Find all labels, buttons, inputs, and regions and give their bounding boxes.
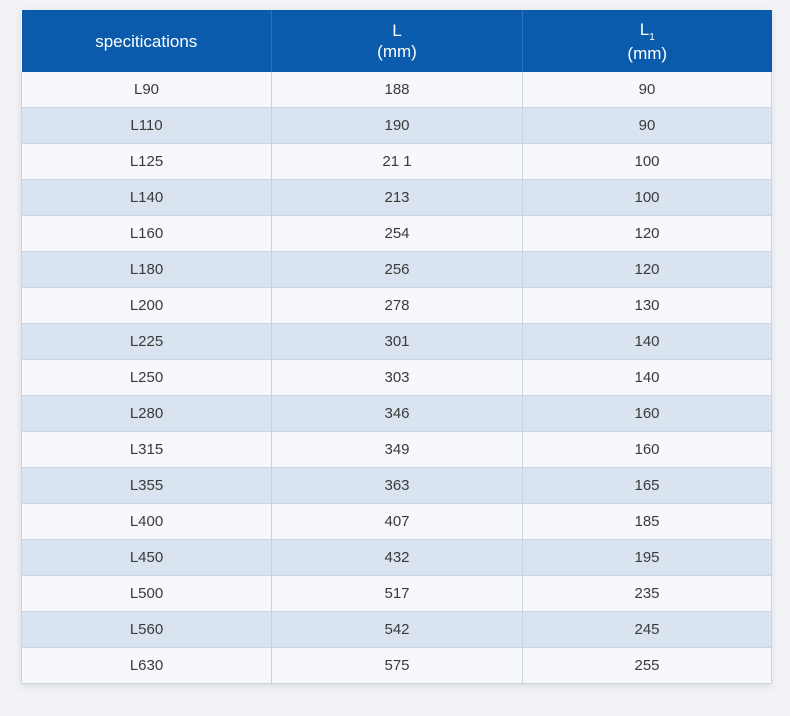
cell-l: 346 xyxy=(271,395,523,432)
cell-l: 213 xyxy=(271,179,523,216)
table-row: L355 363 165 xyxy=(21,467,772,504)
table-row: L140 213 100 xyxy=(21,179,772,216)
cell-l: 190 xyxy=(271,107,523,144)
cell-l: 432 xyxy=(271,539,523,576)
cell-l1: 100 xyxy=(522,143,772,180)
cell-l: 21 1 xyxy=(271,143,523,180)
cell-specification: L250 xyxy=(21,359,272,396)
table-row: L110 190 90 xyxy=(21,107,772,144)
table-row: L315 349 160 xyxy=(21,431,772,468)
cell-specification: L280 xyxy=(21,395,272,432)
cell-l: 303 xyxy=(271,359,523,396)
cell-l1: 120 xyxy=(522,251,772,288)
header-l1-unit: (mm) xyxy=(627,43,668,63)
cell-specification: L560 xyxy=(21,611,272,648)
spec-table-container: specitications L (mm) L1 (mm) L90 188 90 L1… xyxy=(21,10,772,684)
table-row: L160 254 120 xyxy=(21,215,772,252)
table-row: L90 188 90 xyxy=(21,72,772,108)
table-row: L400 407 185 xyxy=(21,503,772,540)
cell-l1: 140 xyxy=(522,323,772,360)
cell-l1: 160 xyxy=(522,395,772,432)
cell-specification: L200 xyxy=(21,287,272,324)
header-l-label: L xyxy=(392,21,402,40)
table-body: L90 188 90 L110 190 90 L125 21 1 100 L140 213 100 L1… xyxy=(21,72,772,684)
cell-specification: L125 xyxy=(21,143,272,180)
header-specifications: specitications xyxy=(21,10,272,72)
header-l1-letter: L xyxy=(639,19,650,39)
table-row: L125 21 1 100 xyxy=(21,143,772,180)
cell-l: 575 xyxy=(271,647,523,684)
cell-l: 407 xyxy=(271,503,523,540)
cell-specification: L180 xyxy=(21,251,272,288)
table-row: L630 575 255 xyxy=(21,647,772,684)
cell-l: 278 xyxy=(271,287,523,324)
spec-table: specitications L (mm) L1 (mm) L90 188 90 L1… xyxy=(21,10,772,684)
cell-l1: 140 xyxy=(522,359,772,396)
cell-specification: L315 xyxy=(21,431,272,468)
table-row: L560 542 245 xyxy=(21,611,772,648)
header-l1: L1 (mm) xyxy=(522,10,772,72)
cell-l1: 100 xyxy=(522,179,772,216)
header-row: specitications L (mm) L1 (mm) xyxy=(21,10,772,72)
cell-l: 301 xyxy=(271,323,523,360)
cell-specification: L450 xyxy=(21,539,272,576)
cell-specification: L225 xyxy=(21,323,272,360)
table-header: specitications L (mm) L1 (mm) xyxy=(21,10,772,72)
header-l: L (mm) xyxy=(271,10,523,72)
cell-specification: L630 xyxy=(21,647,272,684)
cell-l: 256 xyxy=(271,251,523,288)
table-row: L225 301 140 xyxy=(21,323,772,360)
cell-l: 363 xyxy=(271,467,523,504)
cell-specification: L160 xyxy=(21,215,272,252)
cell-l1: 130 xyxy=(522,287,772,324)
header-l-unit: (mm) xyxy=(377,42,417,61)
table-row: L450 432 195 xyxy=(21,539,772,576)
cell-l: 349 xyxy=(271,431,523,468)
cell-specification: L110 xyxy=(21,107,272,144)
cell-l1: 235 xyxy=(522,575,772,612)
header-l1-subscript: 1 xyxy=(649,31,655,43)
table-row: L180 256 120 xyxy=(21,251,772,288)
cell-l1: 245 xyxy=(522,611,772,648)
cell-l1: 120 xyxy=(522,215,772,252)
cell-l1: 255 xyxy=(522,647,772,684)
cell-l1: 90 xyxy=(522,107,772,144)
table-row: L200 278 130 xyxy=(21,287,772,324)
cell-specification: L140 xyxy=(21,179,272,216)
header-specifications-label: specitications xyxy=(95,31,198,51)
cell-specification: L400 xyxy=(21,503,272,540)
cell-l1: 185 xyxy=(522,503,772,540)
cell-specification: L355 xyxy=(21,467,272,504)
table-row: L500 517 235 xyxy=(21,575,772,612)
cell-l1: 160 xyxy=(522,431,772,468)
table-row: L250 303 140 xyxy=(21,359,772,396)
cell-l1: 165 xyxy=(522,467,772,504)
cell-l: 254 xyxy=(271,215,523,252)
cell-l: 517 xyxy=(271,575,523,612)
cell-l1: 195 xyxy=(522,539,772,576)
header-l1-label: L1 xyxy=(523,19,772,43)
cell-l: 542 xyxy=(271,611,523,648)
cell-specification: L90 xyxy=(21,72,272,108)
cell-specification: L500 xyxy=(21,575,272,612)
cell-l: 188 xyxy=(271,72,523,108)
table-row: L280 346 160 xyxy=(21,395,772,432)
cell-l1: 90 xyxy=(522,72,772,108)
